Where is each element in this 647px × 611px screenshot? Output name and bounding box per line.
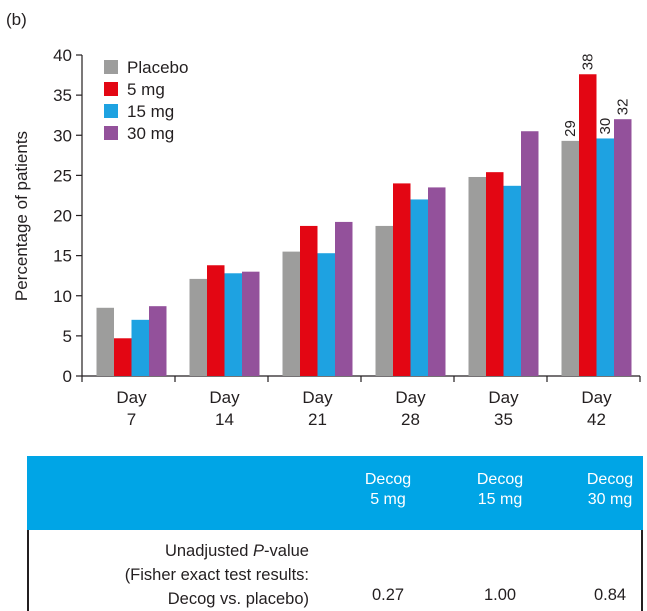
bar: [393, 183, 411, 376]
x-tick-label: Day: [395, 388, 426, 407]
bar: [614, 119, 632, 376]
chart-axes: 0 5 10 15 20 25 30 35 40 Day 7 Day 14 Day 21 Day 28 Day 35…: [53, 46, 641, 429]
chart-bars: [96, 74, 632, 376]
panel-label: (b): [6, 10, 27, 29]
table-header-col-30mg: Decog 30 mg: [586, 471, 634, 508]
y-tick-label: 30: [53, 126, 72, 145]
bar: [242, 271, 260, 376]
x-tick-label: 42: [587, 410, 606, 429]
table-header-col-5mg: Decog 5 mg: [364, 471, 412, 508]
x-tick-label: Day: [581, 388, 612, 407]
bar: [282, 251, 300, 376]
x-tick-label: 21: [308, 410, 327, 429]
x-tick-label: Day: [209, 388, 240, 407]
bar: [114, 338, 132, 376]
legend-label: 15 mg: [127, 102, 174, 121]
x-tick-label: 14: [215, 410, 234, 429]
x-tick-label: Day: [302, 388, 333, 407]
legend-swatch: [104, 60, 118, 74]
bar: [521, 131, 539, 376]
bar-data-label: 30: [597, 118, 614, 135]
bar: [486, 172, 504, 376]
legend-label: 5 mg: [127, 80, 165, 99]
bar: [503, 185, 521, 376]
bar: [224, 273, 242, 376]
y-tick-label: 10: [53, 287, 72, 306]
legend-swatch: [104, 104, 118, 118]
bar: [335, 221, 353, 376]
y-tick-label: 35: [53, 86, 72, 105]
bar: [131, 319, 149, 376]
p-value-5mg: 0.27: [371, 586, 405, 604]
bar: [149, 306, 167, 376]
y-tick-label: 15: [53, 247, 72, 266]
bar: [207, 265, 225, 376]
x-tick-label: Day: [488, 388, 519, 407]
bar: [468, 176, 486, 376]
legend-swatch: [104, 126, 118, 140]
bar: [596, 138, 614, 376]
bar: [317, 253, 335, 376]
y-axis-label: Percentage of patients: [12, 131, 31, 301]
x-tick-label: 28: [401, 410, 420, 429]
p-value-30mg: 0.84: [593, 586, 627, 604]
table-row-label: Unadjusted P-value (Fisher exact test re…: [124, 542, 309, 608]
bar: [189, 278, 207, 376]
bar: [561, 140, 579, 376]
legend-swatch: [104, 82, 118, 96]
table-right-border: [641, 530, 643, 611]
bar-data-label: 32: [615, 99, 632, 116]
legend-label: Placebo: [127, 58, 188, 77]
y-tick-label: 5: [63, 327, 72, 346]
chart-legend: Placebo 5 mg 15 mg 30 mg: [104, 58, 188, 143]
bar: [579, 74, 597, 376]
bar: [410, 199, 428, 376]
bar-data-label: 29: [562, 120, 579, 137]
bar-data-label: 38: [580, 54, 597, 71]
legend-label: 30 mg: [127, 124, 174, 143]
p-value-15mg: 1.00: [483, 586, 517, 604]
bar-chart: 0 5 10 15 20 25 30 35 40 Day 7 Day 14 Day 21 Day 28 Day 35…: [12, 46, 641, 429]
bar: [300, 225, 318, 376]
x-tick-label: Day: [116, 388, 147, 407]
table-header: Decog 5 mg Decog 15 mg Decog 30 mg: [27, 456, 643, 530]
x-tick-label: 7: [127, 410, 136, 429]
bar: [428, 187, 446, 376]
p-value-table: Decog 5 mg Decog 15 mg Decog 30 mg Unadjust…: [27, 456, 643, 611]
y-tick-label: 40: [53, 46, 72, 65]
table-left-border: [27, 530, 29, 611]
table-header-col-15mg: Decog 15 mg: [476, 471, 524, 508]
y-tick-label: 20: [53, 207, 72, 226]
y-tick-label: 25: [53, 166, 72, 185]
bar: [375, 225, 393, 376]
y-tick-label: 0: [63, 367, 72, 386]
bar: [96, 307, 114, 376]
x-tick-label: 35: [494, 410, 513, 429]
